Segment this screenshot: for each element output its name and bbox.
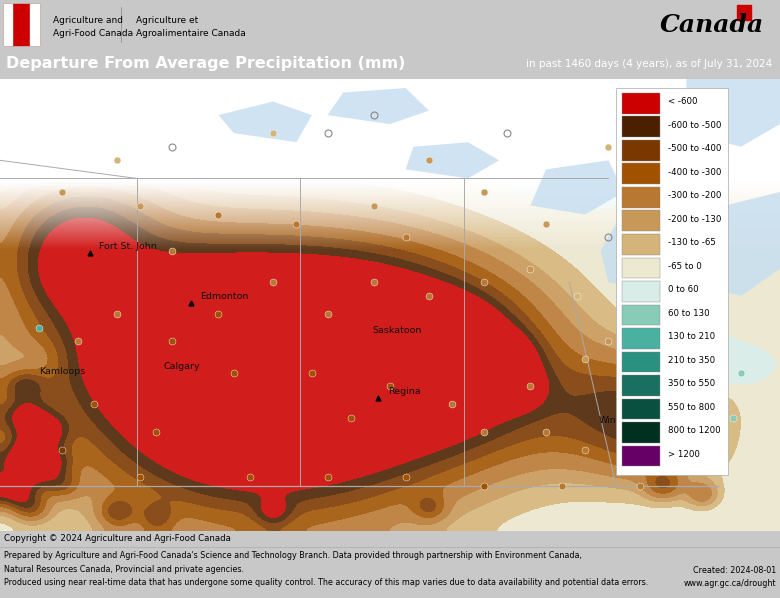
Polygon shape: [218, 102, 312, 142]
Text: -500 to -400: -500 to -400: [668, 144, 721, 153]
Polygon shape: [686, 79, 780, 147]
Text: < -600: < -600: [668, 97, 697, 106]
Text: 0 to 60: 0 to 60: [668, 285, 698, 294]
Text: -130 to -65: -130 to -65: [668, 238, 715, 247]
Bar: [737, 5, 751, 20]
Polygon shape: [686, 192, 780, 296]
Text: 60 to 130: 60 to 130: [668, 309, 709, 318]
Text: Prepared by Agriculture and Agri-Food Canada's Science and Technology Branch. Da: Prepared by Agriculture and Agri-Food Ca…: [4, 551, 648, 587]
Text: Kamloops: Kamloops: [39, 367, 85, 376]
Text: 130 to 210: 130 to 210: [668, 332, 714, 341]
Text: -200 to -130: -200 to -130: [668, 215, 721, 224]
Text: Calgary: Calgary: [164, 362, 200, 371]
Text: ✦: ✦: [15, 20, 25, 29]
Polygon shape: [686, 192, 780, 296]
Text: -600 to -500: -600 to -500: [668, 121, 721, 130]
Bar: [622, 328, 660, 349]
Text: Edmonton: Edmonton: [200, 292, 249, 301]
Text: 800 to 1200: 800 to 1200: [668, 426, 720, 435]
Text: Copyright © 2024 Agriculture and Agri-Food Canada: Copyright © 2024 Agriculture and Agri-Fo…: [4, 533, 231, 543]
Bar: [622, 258, 660, 278]
Polygon shape: [530, 160, 624, 215]
Text: -400 to -300: -400 to -300: [668, 167, 721, 176]
Bar: [622, 163, 660, 184]
Bar: [622, 140, 660, 161]
Bar: [4, 4, 12, 45]
Polygon shape: [328, 88, 429, 124]
Polygon shape: [624, 124, 718, 169]
Text: > 1200: > 1200: [668, 450, 700, 459]
Polygon shape: [406, 142, 499, 178]
Text: Winnipeg: Winnipeg: [598, 416, 643, 425]
Bar: [622, 234, 660, 255]
Bar: [622, 93, 660, 114]
Text: 550 to 800: 550 to 800: [668, 402, 714, 411]
Bar: [622, 375, 660, 396]
Polygon shape: [624, 124, 718, 169]
Polygon shape: [0, 79, 780, 531]
Text: Canada: Canada: [660, 13, 764, 36]
Text: Regina: Regina: [388, 387, 420, 396]
Bar: [622, 117, 660, 138]
Text: Agri-Food Canada: Agri-Food Canada: [53, 29, 133, 38]
Text: Fort St. John: Fort St. John: [99, 242, 157, 251]
Polygon shape: [328, 88, 429, 124]
Bar: [622, 422, 660, 443]
Bar: [30, 4, 39, 45]
Text: 350 to 550: 350 to 550: [668, 379, 714, 388]
Text: in past 1460 days (4 years), as of July 31, 2024: in past 1460 days (4 years), as of July …: [526, 59, 772, 69]
Text: Departure From Average Precipitation (mm): Departure From Average Precipitation (mm…: [6, 56, 406, 72]
Bar: [622, 352, 660, 373]
Bar: [616, 88, 728, 475]
Bar: [622, 187, 660, 208]
Polygon shape: [601, 215, 671, 291]
Text: Saskatoon: Saskatoon: [372, 326, 421, 335]
Text: Agriculture and: Agriculture and: [53, 16, 123, 25]
Bar: [622, 304, 660, 325]
Text: -300 to -200: -300 to -200: [668, 191, 721, 200]
Polygon shape: [686, 79, 780, 147]
Text: 210 to 350: 210 to 350: [668, 356, 714, 365]
Polygon shape: [406, 142, 499, 178]
Text: Agriculture et: Agriculture et: [136, 16, 199, 25]
Polygon shape: [601, 215, 671, 291]
Bar: [622, 398, 660, 419]
Text: Created: 2024-08-01
www.agr.gc.ca/drought: Created: 2024-08-01 www.agr.gc.ca/drough…: [683, 566, 776, 588]
Polygon shape: [640, 282, 702, 337]
Polygon shape: [218, 102, 312, 142]
Bar: [622, 281, 660, 302]
Text: Agroalimentaire Canada: Agroalimentaire Canada: [136, 29, 246, 38]
Bar: [622, 446, 660, 466]
Bar: [4, 4, 39, 45]
Polygon shape: [640, 282, 702, 337]
Bar: [622, 210, 660, 231]
Text: -65 to 0: -65 to 0: [668, 261, 701, 271]
Polygon shape: [530, 160, 624, 215]
